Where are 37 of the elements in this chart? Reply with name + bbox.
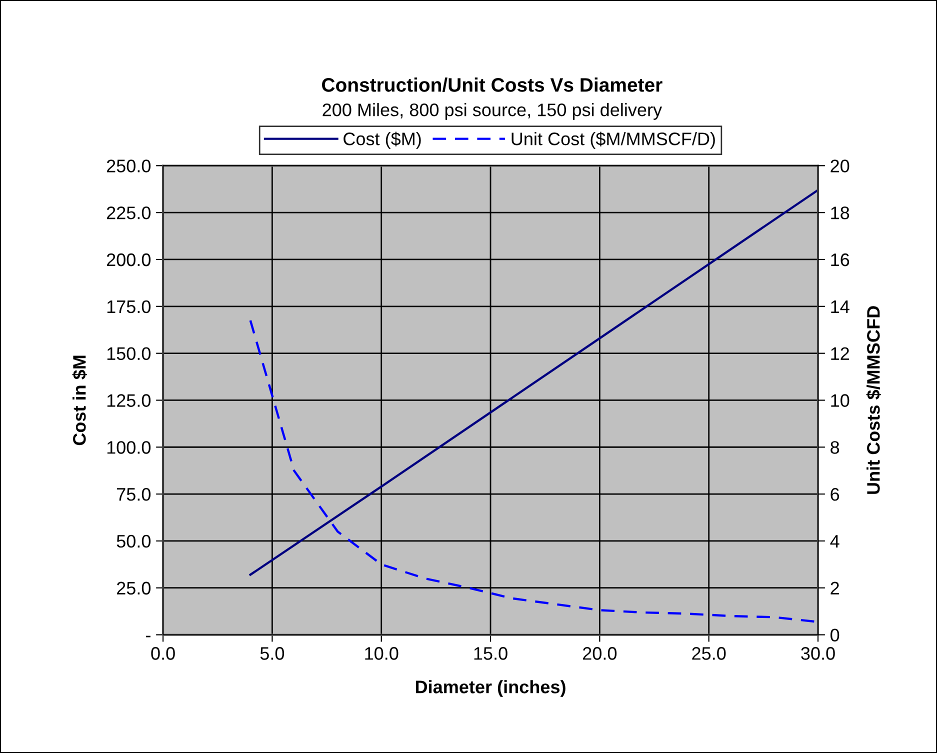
legend-label: Cost ($M) [344, 132, 421, 149]
y2-tick-label: 14 [831, 300, 850, 313]
x-tick-label: 25.0 [692, 647, 726, 660]
y-tick-label: 100.0 [107, 441, 151, 454]
y2-tick-label: 10 [831, 394, 850, 407]
y2-tick-label: 16 [831, 253, 850, 266]
y-tick-label: 25.0 [117, 582, 151, 595]
x-tick-label: 15.0 [474, 647, 508, 660]
y-tick-label: 50.0 [116, 534, 151, 548]
y-tick-label: 225.0 [106, 206, 151, 220]
line-series [249, 188, 818, 576]
x-tick-label: 20.0 [583, 647, 617, 660]
y2-tick-label: 0 [830, 628, 840, 642]
y-tick-label: 250.0 [106, 160, 151, 172]
chart-title: Construction/Unit Costs Vs Diameter [322, 78, 662, 92]
y-tick-label: 175.0 [107, 300, 151, 314]
y-tick-label: 125.0 [107, 394, 151, 407]
y2-tick-label: 18 [831, 206, 850, 220]
chart-subtitle: 200 Miles, 800 psi source, 150 psi delivery [322, 103, 662, 120]
y-tick-label: 150.0 [107, 347, 151, 360]
x-tick-label: 0.0 [151, 647, 175, 660]
y2-tick-label: 12 [831, 347, 849, 360]
y2-axis-title: Unit Costs $/MMSCFD [866, 306, 881, 494]
legend-label: Unit Cost ($M/MMSCF/D) [512, 132, 715, 149]
y-tick-label: 200.0 [106, 253, 151, 266]
x-tick-label: 5.0 [260, 647, 284, 660]
y-axis-title: Cost in $M [72, 356, 87, 446]
y2-tick-label: 4 [830, 535, 840, 548]
x-tick-label: 10.0 [365, 647, 398, 660]
y2-tick-label: 2 [830, 582, 839, 594]
y2-tick-label: 20 [830, 160, 850, 172]
y2-tick-label: 6 [830, 488, 840, 501]
y-tick-label: - [146, 636, 150, 638]
x-tick-label: 30.0 [801, 647, 835, 660]
y-tick-label: 75.0 [117, 488, 151, 501]
x-axis-title: Diameter (inches) [416, 680, 566, 697]
y2-tick-label: 8 [830, 441, 840, 454]
